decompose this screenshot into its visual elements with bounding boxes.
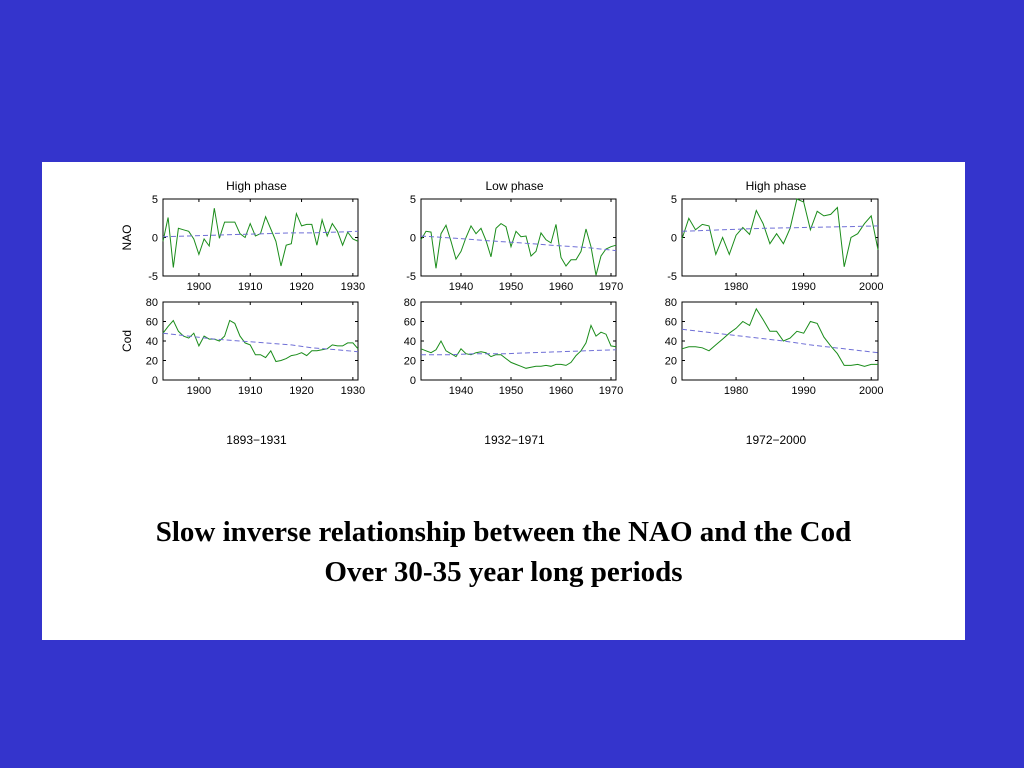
x-tick-label: 1970 (599, 281, 623, 293)
trend-line (420, 235, 617, 252)
x-tick-label: 1960 (549, 281, 573, 293)
y-tick-label: 40 (404, 336, 416, 348)
x-tick-label: 1990 (791, 385, 815, 397)
y-tick-label: 20 (665, 356, 677, 368)
x-tick-label: 1920 (289, 385, 313, 397)
period-label: 1893−1931 (226, 433, 287, 447)
x-tick-label: 1910 (238, 385, 262, 397)
trend-line (162, 230, 359, 238)
x-tick-label: 1950 (499, 281, 523, 293)
chart-title: High phase (746, 179, 807, 193)
trend-line (162, 332, 359, 353)
y-tick-label: 20 (146, 356, 158, 368)
data-series-line (420, 323, 617, 369)
x-tick-label: 1980 (724, 385, 748, 397)
data-series-line (681, 307, 878, 367)
x-tick-label: 1930 (341, 385, 365, 397)
x-tick-label: 1900 (187, 385, 211, 397)
caption-line-1: Slow inverse relationship between the NA… (155, 516, 852, 548)
y-tick-label: 80 (665, 297, 677, 309)
trend-line (681, 225, 879, 232)
x-tick-label: 1920 (289, 281, 313, 293)
y-tick-label: -5 (148, 271, 158, 283)
chart-title: High phase (226, 179, 287, 193)
y-tick-label: 5 (410, 194, 416, 206)
x-tick-label: 1930 (341, 281, 365, 293)
x-tick-label: 1990 (791, 281, 815, 293)
y-tick-label: 0 (671, 233, 677, 245)
y-tick-label: 60 (404, 317, 416, 329)
trend-line (681, 328, 879, 354)
y-tick-label: 40 (665, 336, 677, 348)
y-tick-label: 60 (665, 317, 677, 329)
y-tick-label: 0 (410, 233, 416, 245)
chart-title: Low phase (485, 179, 543, 193)
y-tick-label: 5 (671, 194, 677, 206)
data-series-line (162, 208, 359, 268)
y-tick-label: 0 (152, 375, 158, 387)
axes-frame (162, 301, 359, 381)
y-tick-label: 0 (152, 233, 158, 245)
y-tick-label: 5 (152, 194, 158, 206)
x-tick-label: 1980 (724, 281, 748, 293)
y-tick-label: 0 (410, 375, 416, 387)
x-tick-label: 1910 (238, 281, 262, 293)
x-tick-label: 1940 (449, 281, 473, 293)
data-series-line (420, 222, 617, 276)
nao-cod-figure: 1900 1910 1920 1930 -5 0 5 High phase NAO 1940 195… (120, 179, 883, 447)
x-tick-label: 1960 (549, 385, 573, 397)
y-tick-label: 0 (671, 375, 677, 387)
data-series-line (681, 198, 879, 267)
x-tick-label: 2000 (859, 281, 883, 293)
caption-line-2: Over 30-35 year long periods (324, 556, 683, 588)
y-tick-label: -5 (406, 271, 416, 283)
y-tick-label: 80 (404, 297, 416, 309)
y-tick-label: 60 (146, 317, 158, 329)
x-tick-label: 1900 (187, 281, 211, 293)
x-tick-label: 1940 (449, 385, 473, 397)
y-tick-label: 40 (146, 336, 158, 348)
period-label: 1972−2000 (746, 433, 807, 447)
period-label: 1932−1971 (484, 433, 545, 447)
y-axis-label: Cod (120, 330, 134, 352)
slide-caption: Slow inverse relationship between the NA… (42, 512, 965, 592)
data-series-line (162, 319, 359, 363)
x-tick-label: 2000 (859, 385, 883, 397)
x-tick-label: 1970 (599, 385, 623, 397)
y-tick-label: -5 (667, 271, 677, 283)
x-tick-label: 1950 (499, 385, 523, 397)
y-axis-label: NAO (120, 224, 134, 250)
trend-line (421, 349, 617, 356)
y-tick-label: 80 (146, 297, 158, 309)
figure-panel: 1900 1910 1920 1930 -5 0 5 High phase NAO 1940 195… (42, 162, 965, 640)
y-tick-label: 20 (404, 356, 416, 368)
